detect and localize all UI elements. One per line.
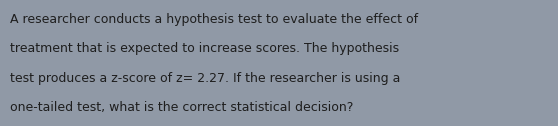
Text: one-tailed test, what is the correct statistical decision?: one-tailed test, what is the correct sta… <box>10 101 353 114</box>
Text: A researcher conducts a hypothesis test to evaluate the effect of: A researcher conducts a hypothesis test … <box>10 13 418 26</box>
Text: test produces a z-score of z= 2.27. If the researcher is using a: test produces a z-score of z= 2.27. If t… <box>10 72 401 85</box>
Text: treatment that is expected to increase scores. The hypothesis: treatment that is expected to increase s… <box>10 42 399 55</box>
